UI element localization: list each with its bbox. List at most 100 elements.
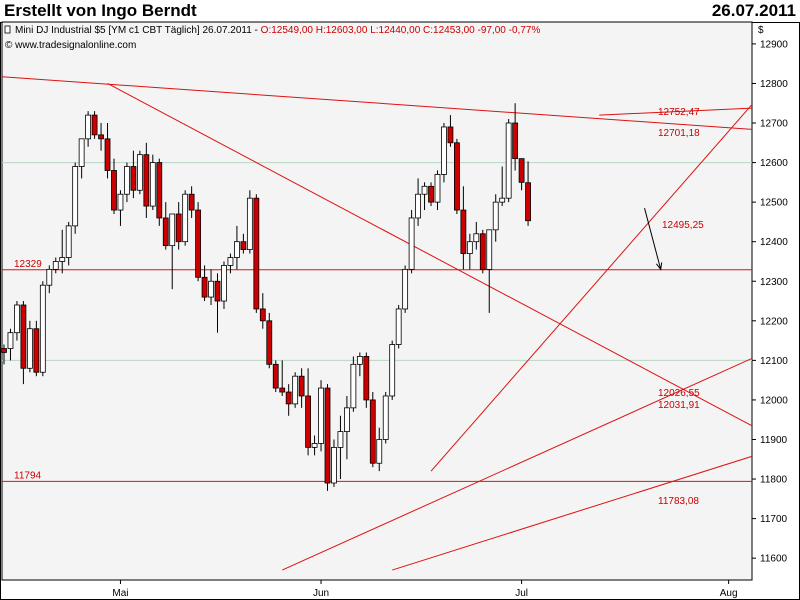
- candle-body: [408, 217, 415, 270]
- candle-body: [363, 356, 370, 401]
- horizontal-level-label: 12329: [14, 259, 42, 270]
- candle-body: [486, 229, 493, 270]
- candle-body: [104, 138, 111, 171]
- candle-body: [402, 268, 409, 310]
- legend-ohlc: O:12549,00 H:12603,00 L:12440,00 C:12453…: [261, 25, 541, 36]
- candle-body: [356, 356, 363, 365]
- candle-body: [434, 174, 441, 203]
- candle-body: [240, 241, 247, 251]
- trendlines: [2, 76, 752, 571]
- trendline: [392, 455, 752, 571]
- x-tick-label: Jun: [313, 588, 329, 599]
- author-title: Erstellt von Ingo Berndt: [4, 1, 197, 20]
- candle-body: [266, 320, 273, 365]
- candle-body: [512, 122, 519, 160]
- y-tick-label: 12800: [760, 79, 788, 90]
- price-annotation: 12031,91: [658, 400, 700, 411]
- candle-body: [111, 170, 117, 211]
- y-tick-label: 12300: [760, 277, 788, 288]
- candle-body: [20, 304, 27, 369]
- candle-body: [98, 134, 104, 140]
- candle-body: [130, 166, 137, 191]
- candle-body: [162, 217, 169, 247]
- candle-body: [156, 162, 163, 219]
- candle-body: [525, 182, 531, 222]
- currency-label: $: [758, 25, 764, 36]
- arrow-shaft: [644, 207, 662, 270]
- candle-body: [7, 332, 14, 349]
- candle-body: [195, 209, 202, 278]
- candle-body: [182, 193, 189, 243]
- candle-body: [305, 395, 311, 448]
- candle-body: [39, 284, 46, 373]
- candle-body: [421, 185, 428, 195]
- candle-body: [350, 363, 357, 409]
- candle-body: [369, 399, 376, 464]
- candle-body: [253, 197, 260, 310]
- candle-body: [395, 308, 402, 345]
- candle-body: [447, 126, 454, 144]
- candle-body: [188, 193, 195, 211]
- candle-body: [208, 280, 214, 298]
- candle-body: [499, 197, 506, 203]
- candle-body: [479, 233, 486, 270]
- candle-body: [318, 387, 324, 444]
- candle-body: [221, 265, 227, 302]
- candle-body: [415, 193, 421, 219]
- candle-body: [78, 138, 85, 167]
- chart-date: 26.07.2011: [711, 1, 796, 20]
- horizontal-level-label: 11794: [14, 470, 42, 481]
- y-tick-label: 12500: [760, 198, 788, 209]
- candle-body: [460, 209, 467, 254]
- candle-body: [117, 193, 124, 211]
- candle-body: [292, 375, 299, 405]
- candle-body: [389, 344, 396, 397]
- y-tick-label: 12400: [760, 237, 788, 248]
- trendline: [2, 76, 752, 130]
- candle-body: [46, 268, 53, 286]
- candle-body: [136, 154, 143, 191]
- candle-body: [52, 261, 59, 270]
- plot-area: [1, 21, 753, 581]
- candle-body: [466, 241, 473, 254]
- legend-symbol: Mini DJ Industrial $5 [YM c1 CBT Täglich…: [15, 25, 540, 36]
- candle-body: [311, 443, 318, 448]
- price-annotation: 12752,47: [658, 107, 700, 118]
- candle-body: [59, 257, 66, 262]
- trendline: [107, 83, 752, 427]
- y-tick-label: 12100: [760, 356, 788, 367]
- x-tick-label: Mai: [112, 588, 128, 599]
- candle-body: [65, 225, 72, 258]
- y-tick-label: 11600: [760, 554, 788, 565]
- candle-body: [492, 201, 499, 231]
- price-annotation: 12701,18: [658, 128, 700, 139]
- x-tick-label: Aug: [720, 588, 738, 599]
- candle-body: [234, 241, 240, 258]
- candles: [1, 103, 531, 491]
- candle-body: [175, 213, 182, 243]
- candle-body: [259, 308, 266, 322]
- candle-body: [376, 439, 383, 464]
- candle-body: [382, 395, 389, 440]
- y-tick-label: 12600: [760, 158, 788, 169]
- legend-candle-icon: [4, 25, 11, 34]
- candle-body: [33, 328, 40, 373]
- candle-body: [149, 162, 156, 207]
- price-annotation: 12495,25: [662, 220, 704, 231]
- y-tick-label: 12700: [760, 119, 788, 130]
- candle-body: [337, 431, 344, 448]
- candle-body: [453, 142, 460, 211]
- price-annotation: 12026,55: [658, 388, 700, 399]
- candle-body: [143, 154, 150, 207]
- legend-source: © www.tradesignalonline.com: [5, 40, 136, 51]
- y-tick-label: 11800: [760, 475, 788, 486]
- price-annotation: 11783,08: [658, 496, 699, 507]
- trendline: [430, 103, 752, 472]
- candle-body: [26, 328, 33, 369]
- candle-body: [72, 166, 79, 227]
- y-tick-label: 11700: [760, 514, 788, 525]
- y-tick-label: 12900: [760, 39, 788, 50]
- candle-body: [473, 233, 480, 243]
- candle-body: [324, 387, 331, 484]
